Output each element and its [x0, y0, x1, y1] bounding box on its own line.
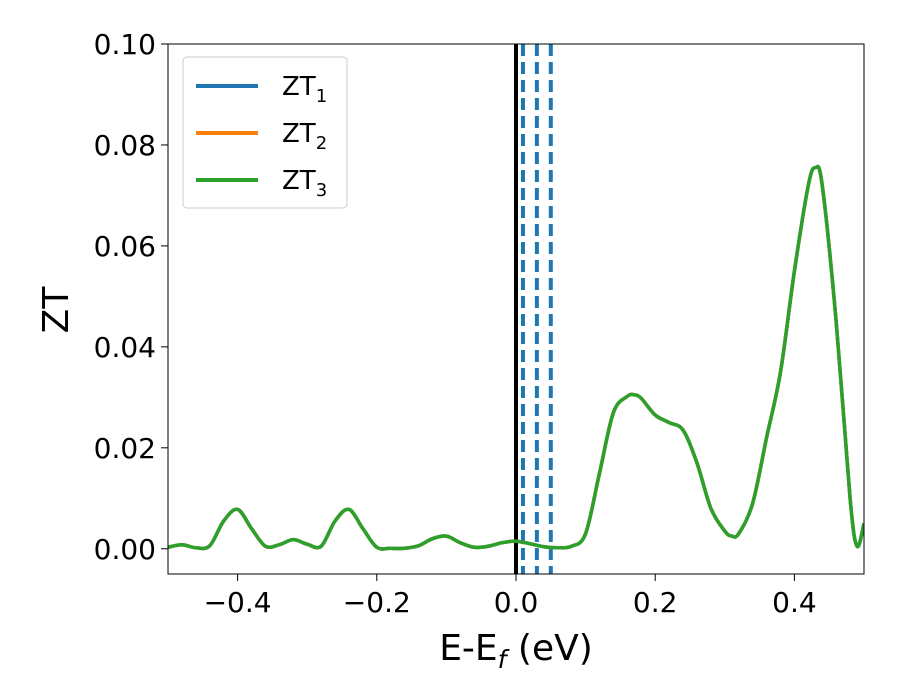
x-tick-label: 0.2 [633, 586, 678, 619]
legend: ZT1 ZT2 ZT3 [182, 56, 348, 209]
x-tick-label: −0.2 [343, 586, 411, 619]
legend-label-zt3: ZT3 [282, 166, 327, 201]
x-tick-label: 0.0 [494, 586, 539, 619]
x-axis-title: E-Ef (eV) [439, 628, 593, 674]
plot-area [168, 44, 864, 574]
legend-label-zt1: ZT1 [282, 72, 327, 107]
y-tick-label: 0.10 [94, 28, 156, 61]
y-axis-title: ZT [36, 286, 77, 334]
y-tick-label: 0.00 [94, 533, 156, 566]
y-tick-label: 0.06 [94, 230, 156, 263]
y-tick-label: 0.02 [94, 432, 156, 465]
series-line-zt3 [168, 164, 864, 551]
legend-label-zt2: ZT2 [282, 119, 327, 154]
axis-ticks: −0.4 −0.2 0.0 0.2 0.4 0.00 0.02 0.04 0.06 0.08 0.1… [94, 28, 817, 619]
x-axis-title-main: E-E [439, 628, 497, 669]
legend-box [182, 56, 348, 209]
x-tick-label: 0.4 [772, 586, 817, 619]
x-axis-title-unit: (eV) [506, 628, 592, 669]
y-tick-label: 0.08 [94, 129, 156, 162]
legend-items: ZT1 ZT2 ZT3 [196, 72, 327, 201]
x-tick-label: −0.4 [204, 586, 272, 619]
y-tick-label: 0.04 [94, 331, 156, 364]
